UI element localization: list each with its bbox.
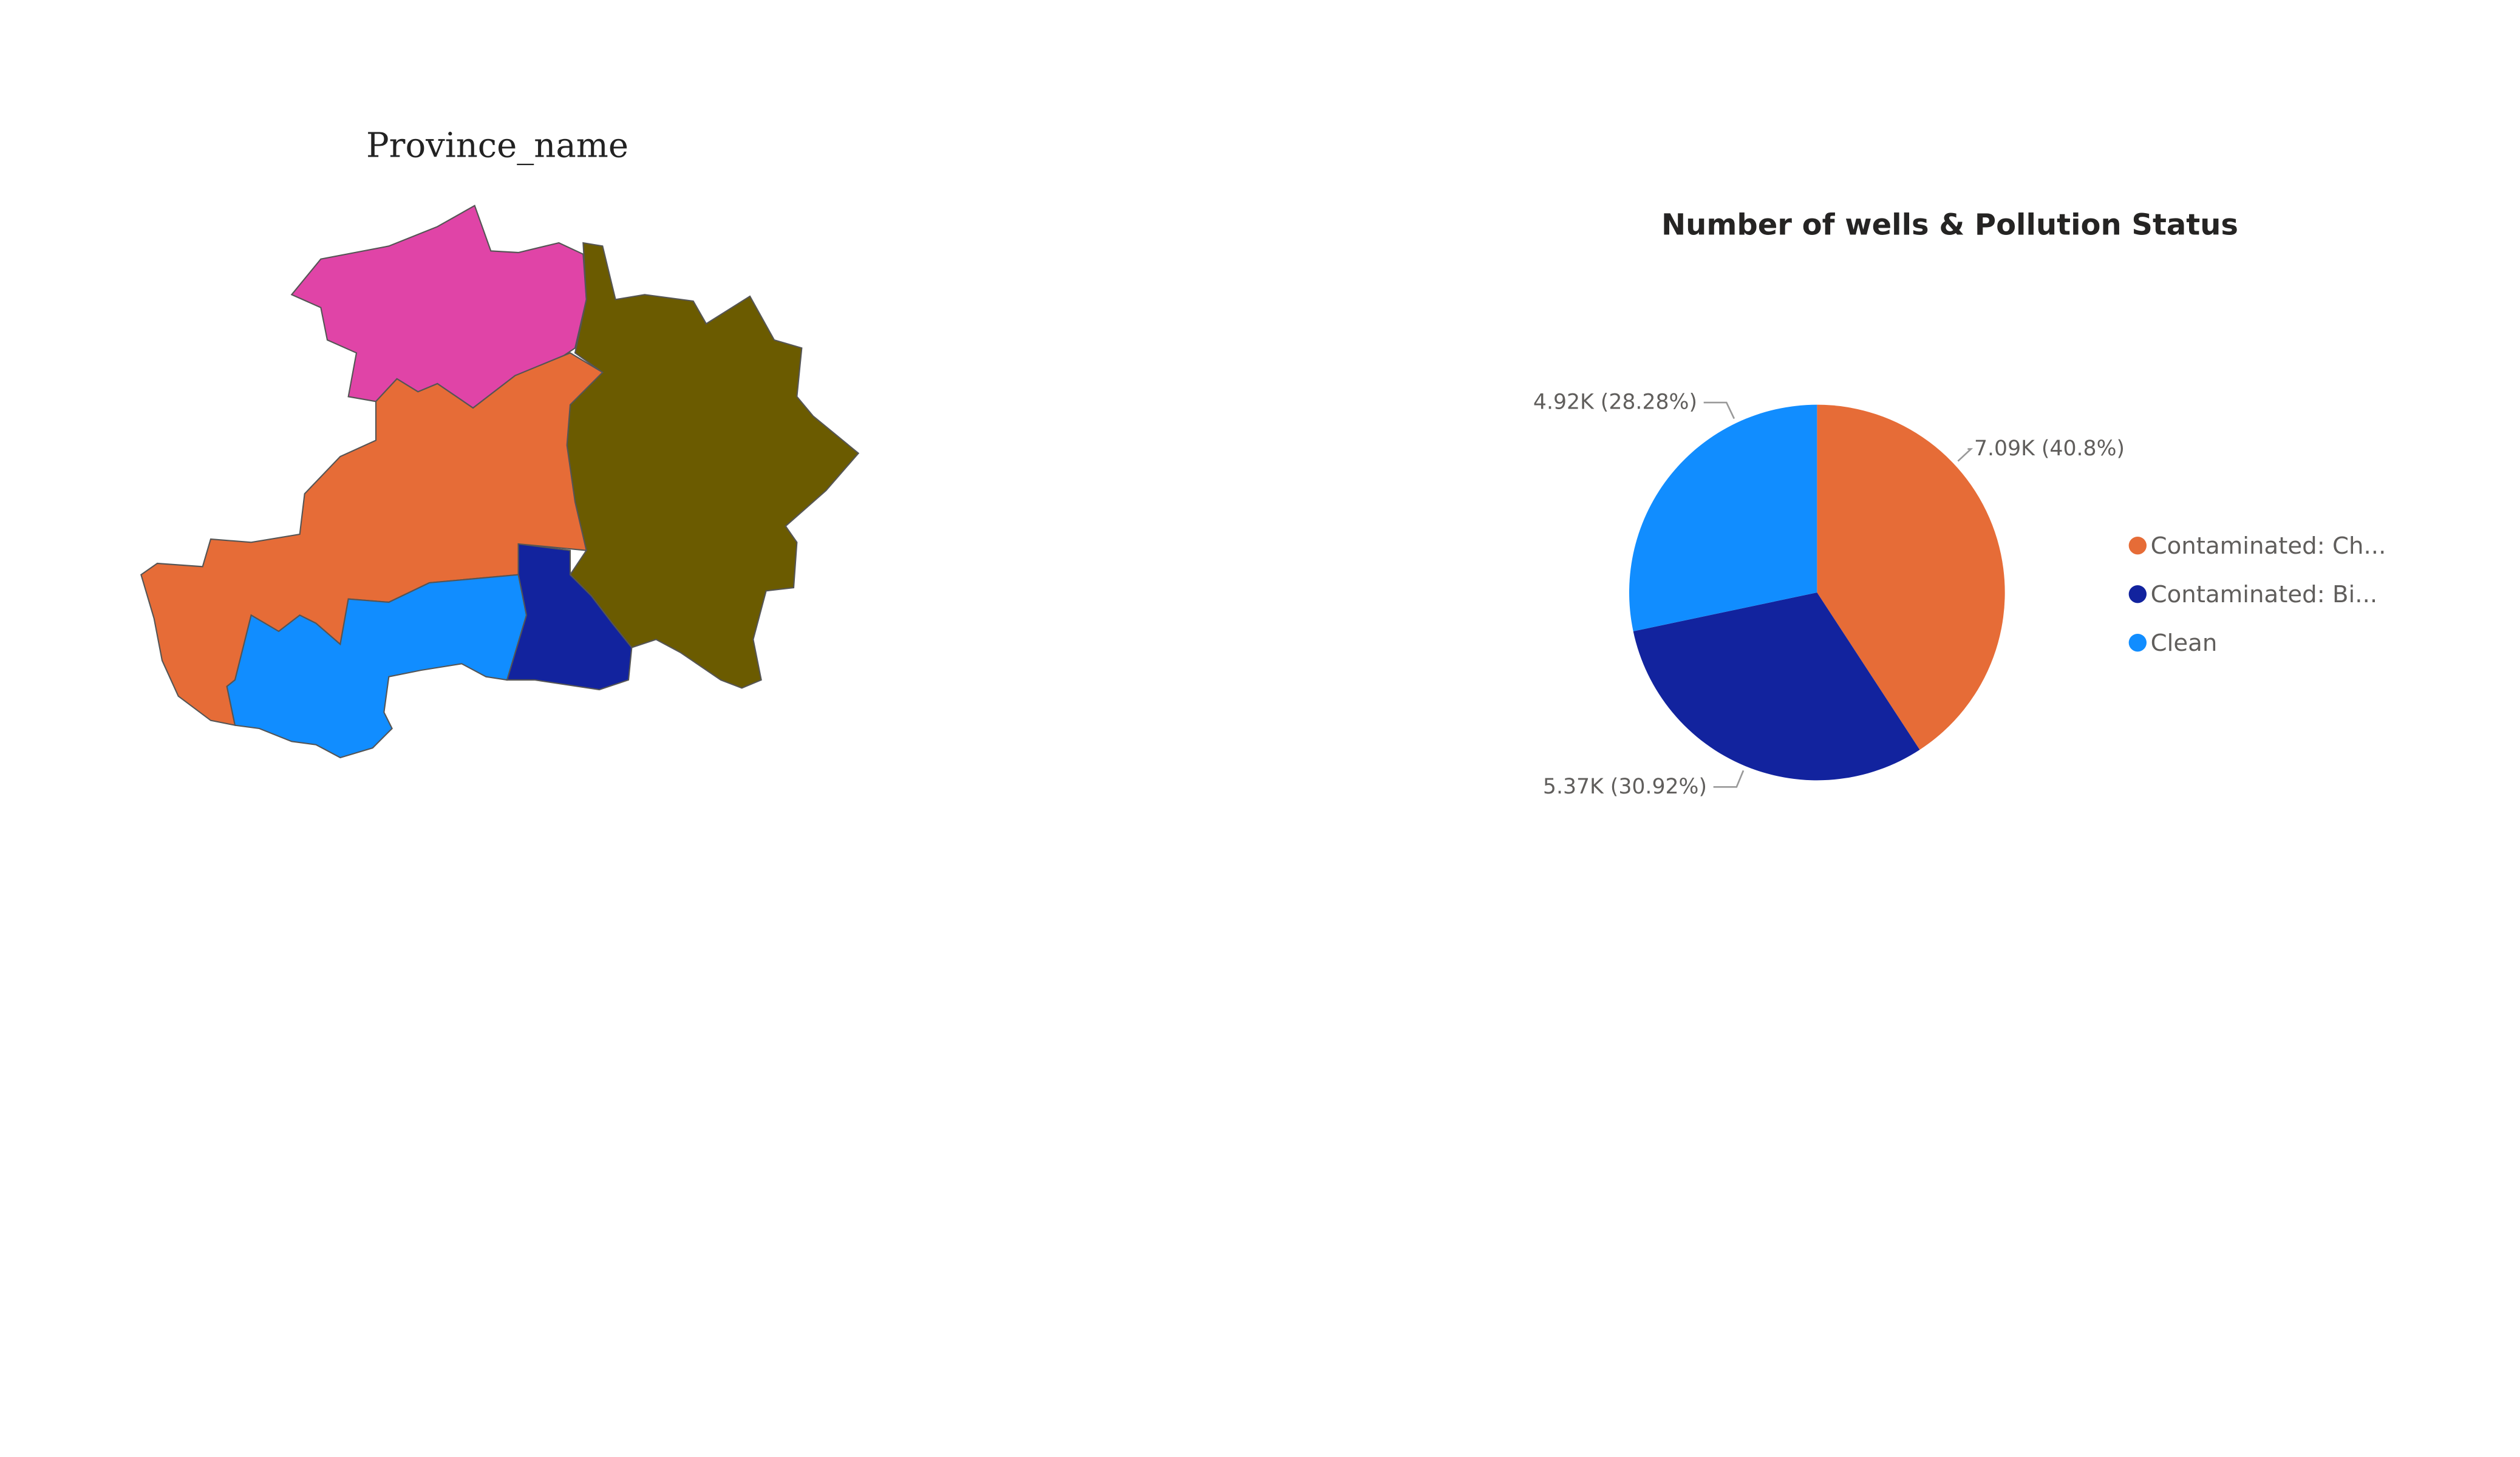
pie-slice (1817, 404, 2005, 750)
data-label: 4.92K (28.28%) (1533, 390, 1697, 415)
map-title: Province_name (366, 126, 628, 166)
chart-title: Number of wells & Pollution Status (1661, 208, 2238, 242)
data-label: 7.09K (40.8%) (1974, 436, 2125, 461)
leader-line (1703, 401, 1735, 419)
pie-visual: Number of wells & Pollution Status 7.09K… (1533, 208, 2386, 799)
legend-marker (2128, 585, 2147, 603)
legend-marker (2128, 537, 2147, 555)
data-label: 5.37K (30.92%) (1543, 775, 1707, 799)
map-visual: Province_name (140, 126, 860, 759)
legend-marker (2128, 634, 2147, 652)
pie-slice (1633, 593, 1920, 781)
legend-label: Contaminated: Ch... (2151, 532, 2386, 560)
map-region[interactable] (226, 574, 528, 759)
map-region[interactable] (506, 543, 633, 691)
legend-label: Clean (2151, 630, 2218, 657)
leader-line (1713, 770, 1745, 788)
pie-slice (1629, 404, 1817, 631)
legend-label: Contaminated: Bi... (2151, 581, 2377, 608)
leader-line (1957, 448, 1973, 462)
